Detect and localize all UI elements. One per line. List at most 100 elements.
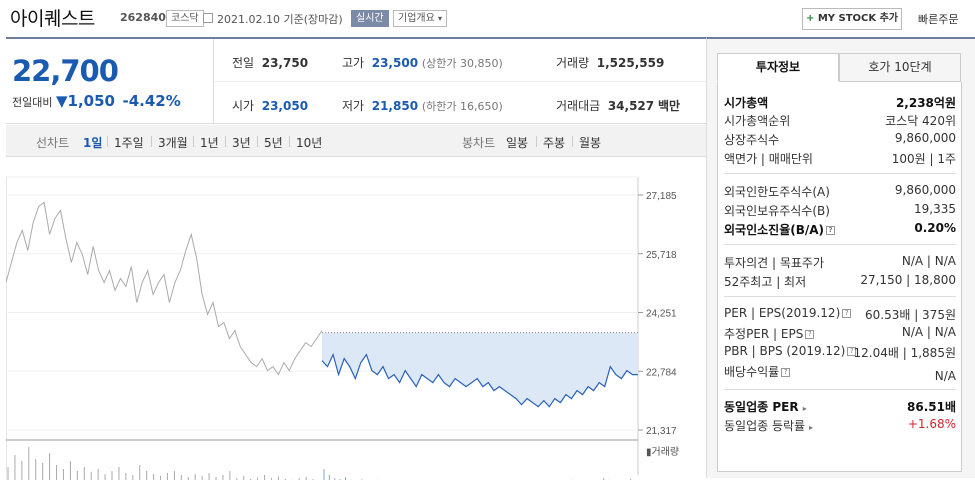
price-chart-svg: 27,18525,71824,25122,78421,317▮거래량02/090… — [6, 176, 679, 480]
change-pct: -4.42% — [122, 92, 181, 110]
pbr-value: 12.04배 | 1,885원 — [853, 346, 956, 360]
market-badge: 코스닥 — [166, 10, 204, 27]
volume-label: 거래량 — [556, 56, 590, 70]
series-line-prev-day — [6, 201, 323, 376]
calendar-icon — [203, 13, 213, 23]
side-panel: 투자정보 호가 10단계 시가총액 2,238억원 시가총액순위 코스닥 420… — [706, 37, 975, 478]
tab-period-1y[interactable]: 1년 — [200, 136, 219, 150]
foreign-ratio-value: 0.20% — [914, 221, 956, 235]
chart-tab-bar: 선차트 1일 1주일 3개월 1년 3년 5년 10년 봉차트 일봉 주봉 월봉 — [6, 125, 706, 157]
live-button[interactable]: 실시간 — [351, 10, 389, 27]
prev-close-label: 전일 — [232, 56, 255, 70]
week52-row: 52주최고 | 최저 27,150 | 18,800 — [724, 273, 956, 291]
y-tick-label: 25,718 — [646, 250, 677, 261]
tab-period-1w[interactable]: 1주일 — [114, 136, 144, 150]
volume: 거래량 1,525,559 — [556, 54, 664, 71]
par-value: 100원 | 1주 — [891, 152, 956, 166]
tab-period-3y[interactable]: 3년 — [232, 136, 251, 150]
low-price: 저가 21,850 (하한가 16,650) — [342, 97, 503, 114]
foreign-limit-label: 외국인한도주식수(A) — [724, 185, 830, 199]
mystock-add-button[interactable]: + MY STOCK 추가 — [802, 8, 902, 30]
pbr-label: PBR | BPS (2019.12) — [724, 344, 846, 358]
shares-label: 상장주식수 — [724, 133, 780, 147]
prev-close-value: 23,750 — [261, 56, 309, 70]
per-row: PER | EPS(2019.12)? 60.53배 | 375원 — [724, 306, 956, 324]
dividend-value: N/A — [934, 369, 956, 383]
mystock-label: MY STOCK 추가 — [817, 13, 899, 24]
shares-row: 상장주식수 9,860,000 — [724, 131, 956, 149]
industry-per-row: 동일업종 PER ▸ 86.51배 — [724, 398, 956, 416]
prev-close: 전일 23,750 — [232, 54, 308, 71]
tab-candle-weekly[interactable]: 주봉 — [543, 136, 566, 150]
current-price: 22,700 — [12, 54, 119, 88]
market-cap-value: 2,238억원 — [895, 96, 956, 110]
foreign-hold-label: 외국인보유주식수(B) — [724, 204, 830, 218]
below-prev-close-area — [322, 332, 638, 407]
help-icon[interactable]: ? — [781, 368, 791, 377]
down-triangle-icon: ▼ — [55, 92, 68, 110]
volume-value: 1,525,559 — [596, 56, 665, 70]
par-label: 액면가 | 매매단위 — [724, 152, 813, 166]
opinion-label: 투자의견 | 목표주가 — [724, 256, 824, 270]
foreign-limit-row: 외국인한도주식수(A) 9,860,000 — [724, 183, 956, 201]
upper-limit: (상한가 30,850) — [421, 57, 503, 70]
top-bar: 아이퀘스트 262840 코스닥 2021.02.10 기준(장마감) 실시간 … — [0, 0, 975, 37]
tab-divider — [107, 136, 108, 147]
main-quote-area: 22,700 전일대비 ▼1,050 -4.42% 전일 23,750 고가 2… — [6, 37, 706, 480]
market-cap-rank-row: 시가총액순위 코스닥 420위 — [724, 112, 956, 130]
market-cap-rank-label: 시가총액순위 — [724, 114, 791, 128]
open-value: 23,050 — [261, 99, 309, 113]
high-label: 고가 — [342, 56, 365, 70]
quick-order-link[interactable]: 빠른주문 — [918, 13, 959, 26]
summary-divider — [214, 81, 706, 82]
quote-summary: 전일 23,750 고가 23,500 (상한가 30,850) 거래량 1,5… — [214, 39, 706, 124]
market-cap-row: 시가총액 2,238억원 — [724, 94, 956, 112]
line-chart-label: 선차트 — [36, 136, 70, 150]
chevron-down-icon: ▾ — [438, 14, 443, 23]
shares-value: 9,860,000 — [894, 131, 956, 145]
foreign-hold-row: 외국인보유주식수(B) 19,335 — [724, 202, 956, 220]
y-tick-label: 22,784 — [646, 367, 677, 378]
tab-period-3m[interactable]: 3개월 — [158, 136, 188, 150]
foreign-hold-value: 19,335 — [914, 202, 956, 216]
tab-period-10y[interactable]: 10년 — [296, 136, 323, 150]
volume-legend-label: ▮거래량 — [646, 446, 679, 458]
tab-divider — [225, 136, 226, 147]
tab-period-5y[interactable]: 5년 — [264, 136, 283, 150]
open-price: 시가 23,050 — [232, 97, 308, 114]
per-value: 60.53배 | 375원 — [864, 308, 956, 322]
foreign-limit-value: 9,860,000 — [894, 183, 956, 197]
est-per-row: 추정PER | EPS? N/A | N/A — [724, 325, 956, 343]
tab-candle-daily[interactable]: 일봉 — [506, 136, 529, 150]
y-tick-label: 24,251 — [646, 309, 677, 320]
per-label: PER | EPS(2019.12) — [724, 306, 841, 320]
lower-limit: (하한가 16,650) — [421, 100, 503, 113]
help-icon[interactable]: ? — [805, 330, 815, 339]
industry-rate-label: 동일업종 등락률 — [724, 419, 806, 433]
y-tick-label: 27,185 — [646, 191, 677, 202]
tab-orderbook-10[interactable]: 호가 10단계 — [839, 53, 961, 82]
help-icon[interactable]: ? — [842, 309, 852, 318]
stock-name: 아이퀘스트 — [10, 8, 95, 30]
tab-invest-info[interactable]: 투자정보 — [717, 53, 839, 82]
help-icon[interactable]: ? — [826, 226, 836, 235]
company-overview-dropdown[interactable]: 기업개요 ▾ — [393, 10, 448, 27]
series-line-today — [321, 352, 638, 408]
help-icon[interactable]: ? — [847, 347, 857, 356]
dividend-label: 배당수익률 — [724, 365, 780, 379]
high-price: 고가 23,500 (상한가 30,850) — [342, 54, 503, 71]
low-label: 저가 — [342, 99, 365, 113]
tab-divider — [257, 136, 258, 147]
week52-value: 27,150 | 18,800 — [860, 273, 956, 287]
panel-divider — [724, 389, 956, 390]
week52-label: 52주최고 | 최저 — [724, 275, 807, 289]
est-per-label: 추정PER | EPS — [724, 327, 804, 341]
prev-compare-label: 전일대비 — [12, 96, 53, 109]
industry-rate-row: 동일업종 등락률 ▸ +1.68% — [724, 417, 956, 435]
chevron-right-icon: ▸ — [802, 404, 807, 413]
industry-per-label: 동일업종 PER — [724, 400, 799, 414]
tab-period-1d[interactable]: 1일 — [83, 136, 103, 150]
opinion-value: N/A | N/A — [901, 254, 956, 268]
par-row: 액면가 | 매매단위 100원 | 1주 — [724, 150, 956, 168]
tab-candle-monthly[interactable]: 월봉 — [579, 136, 602, 150]
